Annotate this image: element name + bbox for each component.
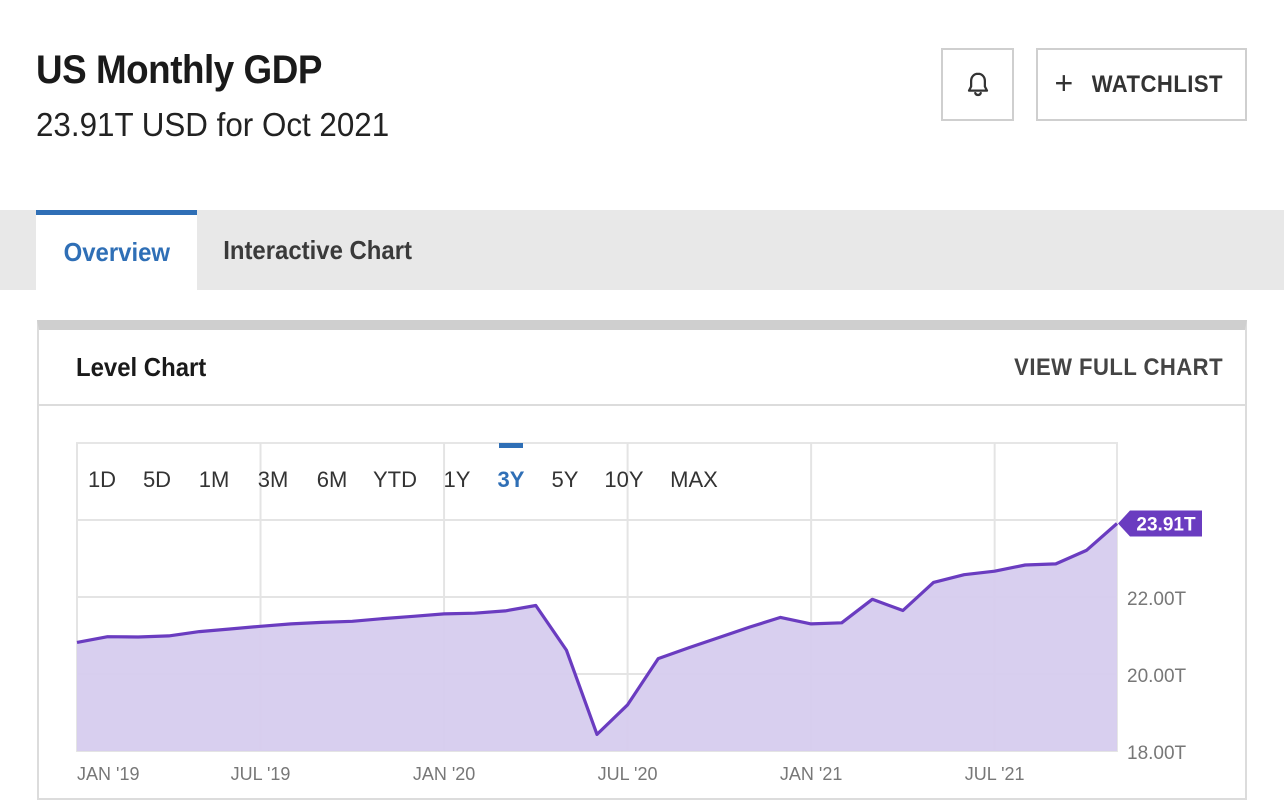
data-point xyxy=(839,620,845,626)
watchlist-button[interactable]: + WATCHLIST xyxy=(1036,48,1247,121)
range-button-1m[interactable]: 1M xyxy=(199,467,230,492)
range-button-3m[interactable]: 3M xyxy=(258,467,289,492)
current-value-subtitle: 23.91T USD for Oct 2021 xyxy=(36,106,390,143)
data-point xyxy=(655,656,661,662)
range-button-1y[interactable]: 1Y xyxy=(444,467,471,492)
tab-overview-label: Overview xyxy=(63,237,170,267)
series-line xyxy=(76,522,1119,736)
data-point xyxy=(380,616,386,622)
range-button-1d[interactable]: 1D xyxy=(88,467,116,492)
watchlist-label: WATCHLIST xyxy=(1091,70,1223,98)
y-tick-label: 20.00T xyxy=(1127,666,1187,687)
data-point xyxy=(472,610,478,616)
data-point xyxy=(1053,561,1059,567)
data-point xyxy=(625,702,631,708)
data-point xyxy=(961,572,967,578)
data-point xyxy=(502,608,508,614)
tab-bar: Overview Interactive Chart xyxy=(0,210,1284,290)
data-point xyxy=(594,731,600,737)
data-point xyxy=(747,624,753,630)
data-point xyxy=(135,634,141,640)
card-header: Level Chart VIEW FULL CHART xyxy=(39,330,1245,406)
data-point xyxy=(900,608,906,614)
data-point xyxy=(1022,562,1028,568)
last-value-label: 23.91T xyxy=(1136,514,1196,535)
tab-interactive-chart-label: Interactive Chart xyxy=(223,234,412,265)
range-button-max[interactable]: MAX xyxy=(670,467,718,492)
data-point xyxy=(227,626,233,632)
data-point xyxy=(166,633,172,639)
data-point xyxy=(441,611,447,617)
range-button-5d[interactable]: 5D xyxy=(143,467,171,492)
x-tick-label: JUL '21 xyxy=(965,764,1025,784)
x-tick-label: JUL '19 xyxy=(231,764,291,784)
data-point xyxy=(196,629,202,635)
data-point xyxy=(686,645,692,651)
data-point xyxy=(869,596,875,602)
page-header: US Monthly GDP 23.91T USD for Oct 2021 +… xyxy=(0,0,1284,210)
range-selected-indicator xyxy=(499,443,523,448)
data-point xyxy=(288,621,294,627)
x-tick-label: JAN '20 xyxy=(413,764,475,784)
alert-button[interactable] xyxy=(941,48,1014,121)
bell-icon xyxy=(967,72,988,96)
data-point xyxy=(74,639,80,645)
data-point xyxy=(716,634,722,640)
card-title: Level Chart xyxy=(76,352,207,382)
range-button-ytd[interactable]: YTD xyxy=(373,467,417,492)
data-point xyxy=(808,621,814,627)
x-tick-label: JAN '19 xyxy=(77,764,139,784)
page-title: US Monthly GDP xyxy=(36,48,322,92)
data-point xyxy=(778,614,784,620)
tab-interactive-chart[interactable]: Interactive Chart xyxy=(210,210,425,290)
data-point xyxy=(563,647,569,653)
data-point xyxy=(992,568,998,574)
data-point xyxy=(349,618,355,624)
range-button-3y[interactable]: 3Y xyxy=(498,467,525,492)
data-point xyxy=(319,619,325,625)
range-button-10y[interactable]: 10Y xyxy=(604,467,643,492)
x-tick-label: JAN '21 xyxy=(780,764,842,784)
data-point xyxy=(533,603,539,609)
data-point xyxy=(1083,547,1089,553)
data-point xyxy=(105,634,111,640)
range-button-5y[interactable]: 5Y xyxy=(552,467,579,492)
data-point xyxy=(258,623,264,629)
x-tick-label: JUL '20 xyxy=(598,764,658,784)
series-area xyxy=(77,523,1117,751)
last-value-badge xyxy=(1118,510,1202,537)
data-point xyxy=(931,579,937,585)
tab-overview[interactable]: Overview xyxy=(36,210,197,290)
data-point xyxy=(411,613,417,619)
y-tick-label: 18.00T xyxy=(1127,743,1187,764)
range-button-6m[interactable]: 6M xyxy=(317,467,348,492)
plus-icon: + xyxy=(1054,65,1074,101)
view-full-chart-link[interactable]: VIEW FULL CHART xyxy=(1014,354,1223,381)
y-tick-label: 22.00T xyxy=(1127,589,1187,610)
